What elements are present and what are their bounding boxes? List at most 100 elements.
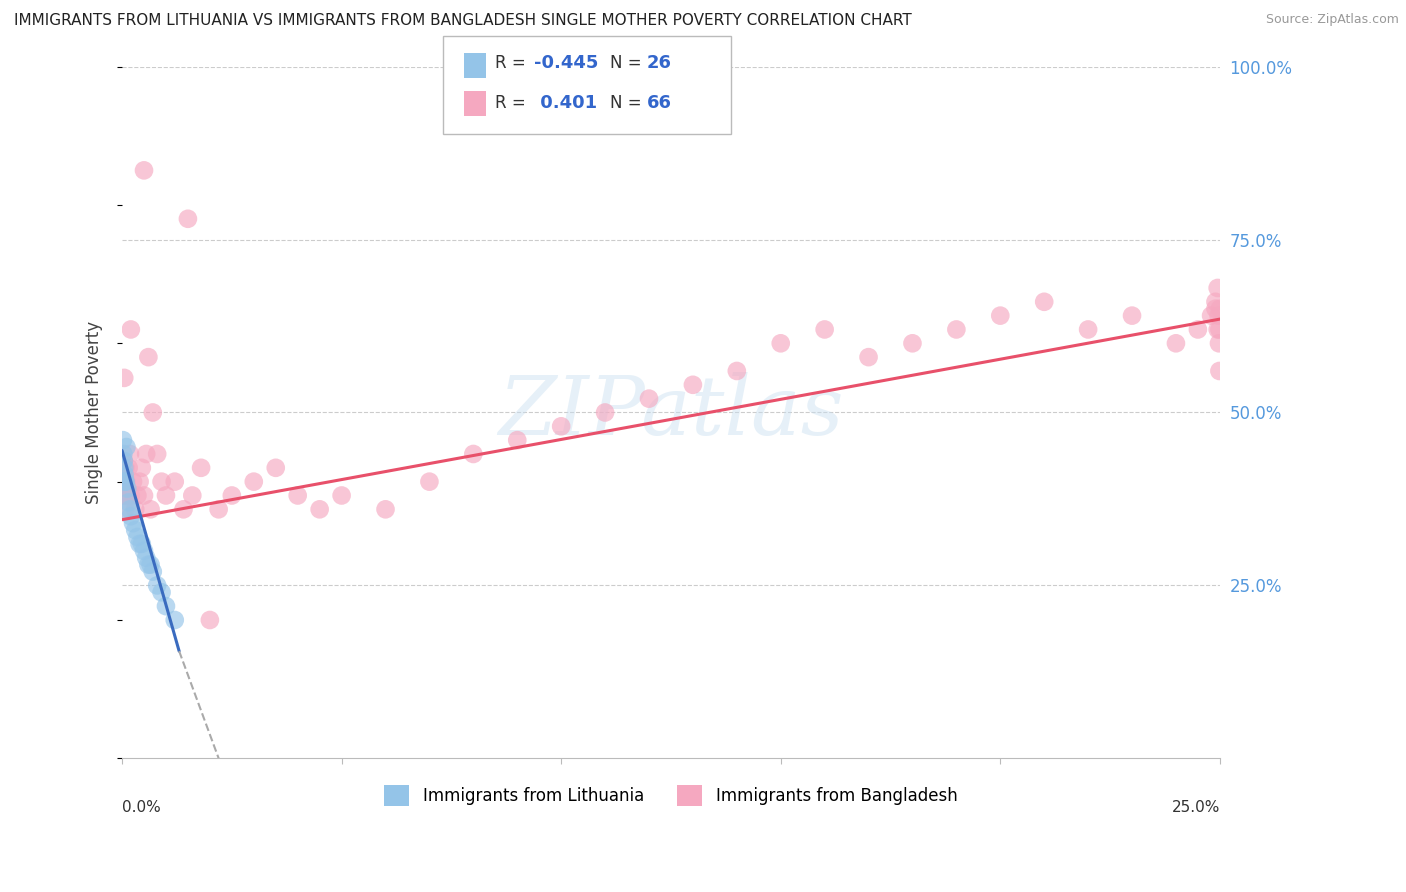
Text: 66: 66: [647, 94, 672, 112]
Point: [1077, 322, 1099, 336]
Point: [117, 460, 139, 475]
Point: [1164, 336, 1187, 351]
Text: 25.0%: 25.0%: [1171, 800, 1220, 815]
Point: [135, 447, 157, 461]
Point: [725, 364, 748, 378]
Point: [221, 488, 243, 502]
Text: 26: 26: [647, 54, 672, 72]
Point: [127, 530, 149, 544]
Point: [1204, 294, 1226, 309]
Point: [181, 488, 204, 502]
Point: [243, 475, 266, 489]
Point: [127, 488, 149, 502]
Point: [858, 350, 880, 364]
Point: [128, 475, 150, 489]
Point: [124, 502, 146, 516]
Point: [901, 336, 924, 351]
Point: [142, 565, 165, 579]
Point: [287, 488, 309, 502]
Point: [120, 322, 142, 336]
Text: R =: R =: [495, 54, 531, 72]
Point: [139, 558, 162, 572]
Point: [131, 460, 153, 475]
Point: [111, 433, 134, 447]
Point: [190, 460, 212, 475]
Text: 0.0%: 0.0%: [122, 800, 160, 815]
Point: [814, 322, 837, 336]
Point: [1206, 322, 1229, 336]
Point: [114, 467, 136, 482]
Point: [198, 613, 221, 627]
Text: N =: N =: [610, 54, 647, 72]
Point: [146, 447, 169, 461]
Point: [988, 309, 1011, 323]
Point: [550, 419, 572, 434]
Point: [463, 447, 485, 461]
Point: [111, 488, 134, 502]
Y-axis label: Single Mother Poverty: Single Mother Poverty: [86, 321, 103, 504]
Text: -0.445: -0.445: [534, 54, 599, 72]
Point: [163, 613, 186, 627]
Point: [418, 475, 440, 489]
Text: ZIPatlas: ZIPatlas: [498, 373, 844, 452]
Point: [1208, 322, 1230, 336]
Point: [132, 163, 155, 178]
Point: [330, 488, 353, 502]
Point: [150, 585, 173, 599]
Point: [1121, 309, 1143, 323]
Point: [1209, 301, 1232, 316]
Point: [118, 447, 141, 461]
Point: [120, 509, 142, 524]
Point: [122, 516, 145, 530]
Text: R =: R =: [495, 94, 531, 112]
Point: [1199, 309, 1222, 323]
Point: [132, 488, 155, 502]
Point: [138, 350, 160, 364]
Point: [131, 537, 153, 551]
Point: [374, 502, 396, 516]
Point: [122, 475, 145, 489]
Point: [128, 537, 150, 551]
Point: [1208, 336, 1230, 351]
Point: [1204, 301, 1226, 316]
Point: [114, 502, 136, 516]
Point: [115, 475, 138, 489]
Point: [112, 447, 135, 461]
Text: N =: N =: [610, 94, 647, 112]
Point: [506, 433, 529, 447]
Point: [208, 502, 231, 516]
Point: [593, 405, 616, 419]
Point: [638, 392, 661, 406]
Point: [114, 460, 136, 475]
Point: [150, 475, 173, 489]
Point: [1187, 322, 1209, 336]
Point: [138, 558, 160, 572]
Point: [945, 322, 967, 336]
Text: IMMIGRANTS FROM LITHUANIA VS IMMIGRANTS FROM BANGLADESH SINGLE MOTHER POVERTY CO: IMMIGRANTS FROM LITHUANIA VS IMMIGRANTS …: [14, 13, 912, 29]
Point: [112, 475, 135, 489]
Point: [177, 211, 200, 226]
Point: [1208, 364, 1230, 378]
Point: [114, 475, 136, 489]
Point: [139, 502, 162, 516]
Text: 0.401: 0.401: [534, 94, 598, 112]
Legend: Immigrants from Lithuania, Immigrants from Bangladesh: Immigrants from Lithuania, Immigrants fr…: [378, 779, 965, 813]
Point: [114, 475, 136, 489]
Point: [132, 544, 155, 558]
Point: [142, 405, 165, 419]
Point: [117, 495, 139, 509]
Point: [135, 550, 157, 565]
Point: [112, 460, 135, 475]
Point: [112, 371, 135, 385]
Point: [118, 502, 141, 516]
Point: [112, 454, 135, 468]
Point: [308, 502, 330, 516]
Point: [682, 377, 704, 392]
Point: [264, 460, 287, 475]
Point: [117, 488, 139, 502]
Point: [173, 502, 195, 516]
Point: [114, 488, 136, 502]
Point: [124, 523, 146, 537]
Point: [155, 599, 177, 614]
Point: [155, 488, 177, 502]
